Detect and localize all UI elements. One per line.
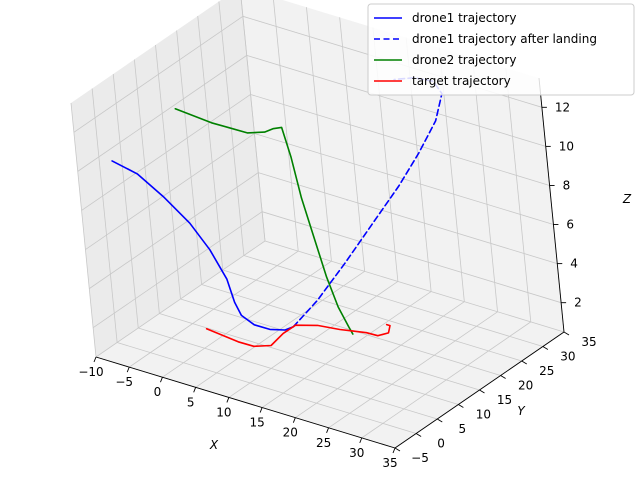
y-tick-mark <box>458 404 464 408</box>
x-tick-label: 15 <box>249 416 264 430</box>
z-grid-line-side <box>73 15 244 133</box>
z-grid-line-back <box>246 55 546 147</box>
x-tick-mark <box>126 366 130 373</box>
y-tick-mark <box>394 447 401 452</box>
legend-label-drone1-trajectory-after-landing: drone1 trajectory after landing <box>412 32 597 46</box>
x-tick-label: −5 <box>115 375 133 389</box>
z-grid-line-side <box>81 94 251 211</box>
z-tick-label: 10 <box>559 139 574 153</box>
z-grid-line-back <box>258 172 558 264</box>
y-tick-label: 30 <box>560 350 575 364</box>
y-tick-label: 10 <box>476 408 491 422</box>
legend-label-drone1-trajectory: drone1 trajectory <box>412 11 516 25</box>
x-tick-label: 20 <box>283 426 298 440</box>
y-grid-line-floor <box>264 240 565 333</box>
x-tick-mark <box>392 447 396 454</box>
z-grid-line-side <box>89 172 259 289</box>
z-grid-line-side <box>92 211 263 329</box>
x-grid-line-back <box>472 57 498 312</box>
y-tick-mark <box>542 346 549 350</box>
y-grid-line-side <box>133 59 160 314</box>
legend: drone1 trajectory drone1 trajectory after… <box>367 3 635 96</box>
series-line-drone1-trajectory <box>111 160 295 331</box>
x-tick-mark <box>259 407 263 413</box>
z-grid-line-back <box>250 94 550 186</box>
z-axis-line <box>538 77 565 333</box>
series-line-drone2-trajectory <box>174 108 354 335</box>
y-tick-label: 35 <box>581 335 596 349</box>
x-tick-label: 25 <box>316 436 331 450</box>
x-grid-line-back <box>505 67 532 322</box>
y-grid-line-side <box>176 30 203 285</box>
y-tick-label: 5 <box>458 422 466 436</box>
x-tick-mark <box>160 377 163 383</box>
x-axis-line <box>95 356 396 449</box>
y-tick-mark <box>521 360 527 365</box>
x-tick-label: 10 <box>216 405 231 419</box>
y-tick-label: 25 <box>539 364 554 378</box>
y-tick-mark <box>563 331 570 336</box>
y-grid-line-floor <box>138 327 438 420</box>
x-tick-label: −10 <box>78 365 103 379</box>
y-grid-line-floor <box>180 298 480 391</box>
x-tick-mark <box>226 397 230 403</box>
y-tick-mark <box>437 418 443 423</box>
y-grid-line-side <box>197 15 224 271</box>
x-grid-line-back <box>306 7 332 262</box>
y-grid-line-floor <box>117 342 417 434</box>
y-tick-label: 0 <box>437 437 445 451</box>
y-grid-line-floor <box>159 313 459 405</box>
x-tick-mark <box>93 356 97 363</box>
x-tick-label: 5 <box>187 395 195 409</box>
y-axis-label: Y <box>517 404 526 418</box>
y-tick-mark <box>415 433 422 437</box>
y-tick-label: 20 <box>518 379 533 393</box>
y-grid-line-floor <box>243 255 543 347</box>
x-tick-label: 30 <box>349 446 364 460</box>
y-tick-label: −5 <box>411 451 429 465</box>
x-tick-label: 35 <box>382 456 397 470</box>
legend-label-target-trajectory: target trajectory <box>412 74 511 88</box>
y-grid-line-side <box>240 0 266 242</box>
z-tick-label: 2 <box>574 296 582 310</box>
z-grid-line-back <box>261 211 562 304</box>
z-tick-label: 8 <box>563 179 571 193</box>
y-tick-mark <box>500 375 506 379</box>
z-tick-label: 12 <box>555 100 570 114</box>
legend-label-drone2-trajectory: drone2 trajectory <box>412 53 516 67</box>
y-grid-line-side <box>70 102 97 358</box>
x-tick-mark <box>193 387 197 393</box>
x-tick-label: 0 <box>154 385 162 399</box>
series-line-target-trajectory <box>205 323 391 348</box>
y-tick-mark <box>479 389 485 394</box>
z-tick-label: 4 <box>570 257 578 271</box>
z-tick-label: 6 <box>566 218 574 232</box>
x-axis-label: X <box>209 438 219 452</box>
y-grid-line-floor <box>222 269 522 362</box>
z-axis-label: Z <box>622 192 632 206</box>
z-grid-line-side <box>77 55 247 172</box>
x-grid-line-back <box>339 17 366 272</box>
x-tick-mark <box>326 427 329 433</box>
x-grid-line-back <box>273 0 299 252</box>
y-grid-line-side <box>155 44 181 300</box>
legend-box <box>367 3 635 96</box>
y-tick-label: 15 <box>497 393 512 407</box>
y-grid-line-side <box>91 88 118 343</box>
x-tick-mark <box>359 437 363 444</box>
z-grid-line-side <box>85 133 255 250</box>
x-tick-mark <box>292 417 296 423</box>
y-grid-line-side <box>112 73 139 329</box>
